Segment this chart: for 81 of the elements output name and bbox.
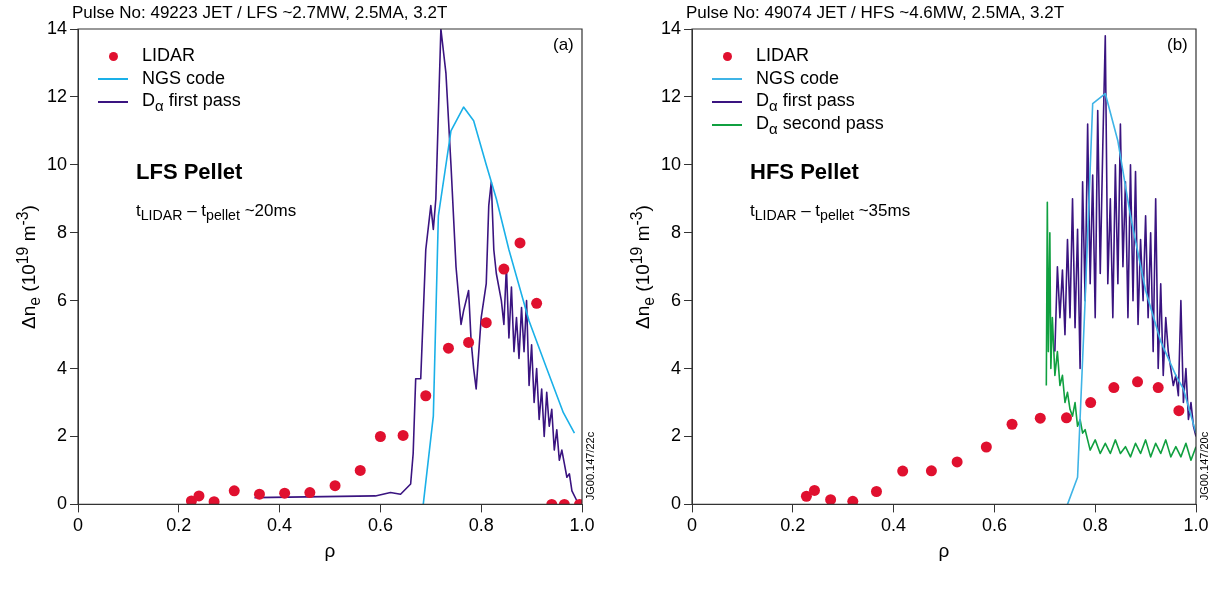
point xyxy=(870,486,882,497)
point xyxy=(1108,382,1120,394)
y-tick-label: 2 xyxy=(57,425,68,446)
point xyxy=(808,484,820,496)
legend-label: LIDAR xyxy=(142,45,196,66)
point xyxy=(420,390,432,402)
point xyxy=(980,441,992,453)
x-tick-label: 1.0 xyxy=(1183,515,1209,536)
annotation: HFS Pellet xyxy=(750,159,859,185)
text: JG00.147/22c xyxy=(583,431,596,501)
y-tick-label: 0 xyxy=(671,493,682,514)
y-tick-label: 12 xyxy=(660,85,682,106)
legend-label: NGS code xyxy=(756,68,840,89)
point xyxy=(1132,376,1144,388)
y-tick-label: 0 xyxy=(57,493,68,514)
point xyxy=(897,465,909,477)
point xyxy=(531,297,543,309)
annotation: (a) xyxy=(553,35,574,55)
x-tick-label: 0.8 xyxy=(468,515,494,536)
x-tick-label: 0.4 xyxy=(881,515,907,536)
y-tick-label: 2 xyxy=(671,425,682,446)
point xyxy=(1173,405,1185,417)
chart-title: Pulse No: 49074 JET / HFS ~4.6MW, 2.5MA, 3.2T xyxy=(686,3,1065,23)
point xyxy=(354,464,366,476)
point xyxy=(951,456,963,468)
x-tick-label: 0.4 xyxy=(267,515,293,536)
point xyxy=(1006,418,1018,430)
legend-label: LIDAR xyxy=(756,45,810,66)
y-tick-label: 10 xyxy=(46,153,68,174)
point xyxy=(193,490,205,502)
point xyxy=(329,480,341,492)
x-tick-label: 0 xyxy=(73,515,84,536)
x-tick-label: 1.0 xyxy=(569,515,595,536)
y-tick-label: 4 xyxy=(671,357,682,378)
y-tick-label: 10 xyxy=(660,153,682,174)
y-tick-label: 8 xyxy=(57,221,68,242)
legend-label: NGS code xyxy=(142,68,226,89)
point xyxy=(925,465,937,477)
legend-label: D$_{α}$ second pass xyxy=(756,112,884,137)
point xyxy=(1085,397,1097,409)
y-tick-label: 6 xyxy=(671,289,682,310)
point xyxy=(442,342,454,354)
point xyxy=(1060,412,1072,424)
annotation: t$_{LIDAR}$ – t$_{pellet}$ ~20ms xyxy=(136,201,297,224)
x-tick-label: 0.2 xyxy=(166,515,192,536)
x-axis-title: ρ xyxy=(938,540,950,563)
y-tick-label: 4 xyxy=(57,357,68,378)
x-axis-title: ρ xyxy=(324,540,336,563)
annotation: (b) xyxy=(1167,35,1188,55)
point xyxy=(228,485,240,497)
point xyxy=(374,430,386,442)
y-tick-label: 6 xyxy=(57,289,68,310)
x-tick-label: 0.2 xyxy=(780,515,806,536)
point xyxy=(825,494,837,505)
point xyxy=(208,496,220,505)
point xyxy=(253,488,265,500)
x-tick-label: 0 xyxy=(687,515,698,536)
point xyxy=(1152,382,1164,394)
point xyxy=(800,490,812,502)
point xyxy=(279,487,291,499)
legend-label: D$_{α}$ first pass xyxy=(756,89,855,114)
point xyxy=(514,237,526,249)
point xyxy=(397,429,409,441)
point xyxy=(480,317,492,329)
point xyxy=(847,495,859,505)
y-tick-label: 8 xyxy=(671,221,682,242)
annotation: LFS Pellet xyxy=(136,159,243,185)
annotation: t$_{LIDAR}$ – t$_{pellet}$ ~35ms xyxy=(750,201,911,224)
point xyxy=(463,336,475,348)
point xyxy=(498,263,510,275)
x-tick-label: 0.8 xyxy=(1082,515,1108,536)
text: JG00.147/20c xyxy=(1197,431,1210,501)
point xyxy=(304,487,316,499)
y-tick-label: 12 xyxy=(46,85,68,106)
x-tick-label: 0.6 xyxy=(367,515,393,536)
y-tick-label: 14 xyxy=(46,17,68,38)
x-tick-label: 0.6 xyxy=(981,515,1007,536)
y-tick-label: 14 xyxy=(660,17,682,38)
point xyxy=(1034,412,1046,424)
chart-title: Pulse No: 49223 JET / LFS ~2.7MW, 2.5MA, 3.2T xyxy=(72,3,448,23)
legend-label: D$_{α}$ first pass xyxy=(142,89,241,114)
